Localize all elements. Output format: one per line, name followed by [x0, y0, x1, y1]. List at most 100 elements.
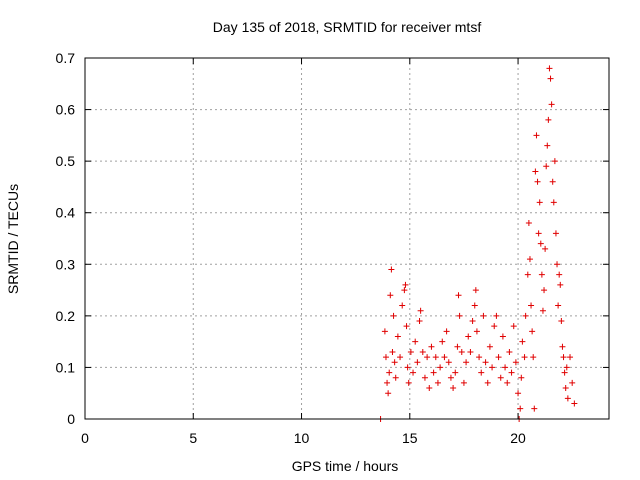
data-point — [545, 116, 552, 123]
data-point — [480, 312, 487, 319]
data-point — [467, 348, 474, 355]
data-point — [561, 369, 568, 376]
data-point — [465, 333, 472, 340]
data-point — [430, 369, 437, 376]
data-point — [557, 281, 564, 288]
data-point — [399, 302, 406, 309]
data-point — [541, 287, 548, 294]
data-point — [476, 354, 483, 361]
data-point — [549, 178, 556, 185]
data-point — [518, 374, 525, 381]
data-point — [530, 354, 537, 361]
axis-ticks: 0 0.1 0.2 0.3 0.4 0.5 0.6 0.7 0 5 10 15 20 — [56, 50, 609, 446]
data-point — [552, 230, 559, 237]
data-point — [502, 364, 509, 371]
data-point — [554, 261, 561, 268]
data-point — [478, 369, 485, 376]
data-point — [387, 292, 394, 299]
x-tick-label: 10 — [294, 430, 310, 446]
grid-lines — [85, 58, 609, 419]
data-point — [388, 266, 395, 273]
data-point — [567, 354, 574, 361]
data-point — [419, 348, 426, 355]
data-point — [564, 395, 571, 402]
data-point — [417, 307, 424, 314]
data-point — [512, 359, 519, 366]
data-point — [543, 163, 550, 170]
data-point — [384, 379, 391, 386]
data-point — [562, 385, 569, 392]
data-point — [537, 240, 544, 247]
y-tick-label: 0.2 — [56, 308, 76, 324]
data-point — [504, 379, 511, 386]
y-tick-label: 0.4 — [56, 205, 76, 221]
data-point — [414, 359, 421, 366]
data-point — [403, 323, 410, 330]
data-point — [546, 65, 553, 72]
data-point — [535, 230, 542, 237]
data-point — [390, 312, 397, 319]
data-point — [471, 302, 478, 309]
data-point — [525, 220, 532, 227]
data-point — [404, 364, 411, 371]
data-point — [542, 245, 549, 252]
data-point — [529, 328, 536, 335]
data-point — [463, 359, 470, 366]
data-point — [407, 348, 414, 355]
data-point — [555, 302, 562, 309]
data-point — [551, 158, 558, 165]
data-point — [432, 354, 439, 361]
data-point — [536, 199, 543, 206]
data-point — [524, 271, 531, 278]
data-point — [416, 318, 423, 325]
data-point — [484, 379, 491, 386]
data-point — [460, 379, 467, 386]
x-tick-label: 0 — [81, 430, 89, 446]
data-point — [489, 364, 496, 371]
data-point — [437, 364, 444, 371]
data-point — [517, 405, 524, 412]
y-tick-label: 0.7 — [56, 50, 76, 66]
data-point — [486, 343, 493, 350]
data-point — [539, 307, 546, 314]
y-tick-label: 0.6 — [56, 102, 76, 118]
data-point — [534, 178, 541, 185]
data-point — [491, 323, 498, 330]
data-point — [392, 374, 399, 381]
data-point — [472, 287, 479, 294]
plot-frame — [84, 57, 610, 420]
data-point — [519, 338, 526, 345]
y-tick-label: 0.1 — [56, 359, 76, 375]
data-point — [526, 256, 533, 263]
chart-title: Day 135 of 2018, SRMTID for receiver mts… — [213, 19, 482, 35]
data-point — [412, 338, 419, 345]
data-point — [533, 132, 540, 139]
data-point — [426, 385, 433, 392]
data-point — [394, 333, 401, 340]
data-point — [455, 292, 462, 299]
x-axis-label: GPS time / hours — [292, 458, 399, 474]
data-point — [434, 379, 441, 386]
data-point — [559, 343, 566, 350]
data-point — [447, 374, 454, 381]
data-point — [402, 281, 409, 288]
data-point — [469, 318, 476, 325]
data-point — [521, 354, 528, 361]
data-point — [544, 142, 551, 149]
data-point — [497, 374, 504, 381]
data-point — [428, 343, 435, 350]
data-point — [443, 328, 450, 335]
data-point — [558, 318, 565, 325]
data-point — [508, 369, 515, 376]
data-point — [495, 354, 502, 361]
data-point — [450, 385, 457, 392]
data-point — [547, 75, 554, 82]
data-point — [445, 359, 452, 366]
data-point — [473, 328, 480, 335]
x-tick-label: 5 — [189, 430, 197, 446]
data-point — [397, 354, 404, 361]
data-point — [441, 354, 448, 361]
data-point — [410, 369, 417, 376]
data-point — [458, 348, 465, 355]
